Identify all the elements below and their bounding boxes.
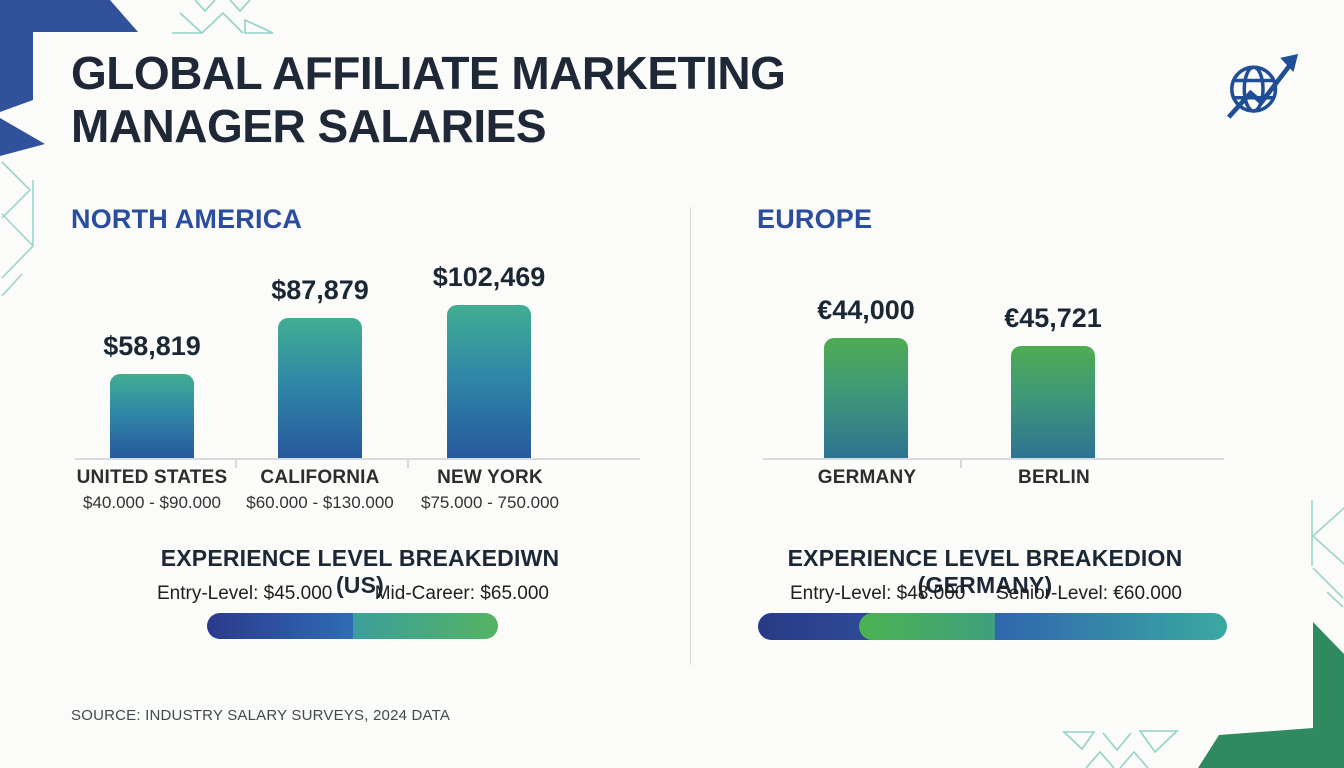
chevron-decoration-right (1311, 500, 1344, 608)
experience-labels-germany: Entry-Level: $48.000 Senior-Level: €60.0… (790, 583, 1182, 605)
page-title-line1: GLOBAL AFFILIATE MARKETING (71, 47, 786, 99)
section-divider (690, 207, 691, 665)
globe-trend-icon (1226, 54, 1299, 119)
triangle-zigzag-decoration-bottom (1061, 730, 1179, 768)
bar-value-label: €45,721 (1004, 303, 1102, 333)
bar-column-berlin: €45,721 (968, 303, 1138, 458)
gradient-segment (983, 613, 1227, 640)
bar-value-label: $58,819 (103, 331, 201, 361)
experience-labels-us: Entry-Level: $45.000 Mid-Career: $65.000 (157, 583, 549, 605)
gradient-segment (207, 613, 354, 639)
category-range: $40.000 - $90.000 (82, 493, 221, 512)
triangle-zigzag-decoration-top (172, 0, 274, 35)
europe-bar-chart: €44,000 €45,721 (763, 239, 1224, 468)
experience-entry-level-germany: Entry-Level: $48.000 (790, 583, 966, 604)
experience-gradient-bar-us (207, 613, 498, 639)
experience-heading-us: EXPERIENCE LEVEL BREAKEDIWN (US) (160, 545, 560, 598)
section-heading-north-america: NORTH AMERICA (71, 204, 303, 234)
section-heading-europe: EUROPE (757, 204, 873, 234)
gradient-segment (858, 613, 995, 640)
bar-column-germany: €44,000 (781, 295, 951, 458)
bar-germany (824, 338, 908, 458)
north-america-bar-chart: $58,819 $87,879 $102,469 (75, 239, 640, 468)
gradient-segment (352, 613, 498, 639)
chart-baseline (75, 458, 640, 460)
category-label: NEW YORK (437, 467, 543, 488)
category-label: CALIFORNIA (260, 467, 380, 488)
bar-column-new-york: $102,469 (404, 262, 574, 458)
category-california: CALIFORNIA $60.000 - $130.000 (230, 467, 410, 513)
category-label: UNITED STATES (76, 467, 228, 488)
category-label: BERLIN (1018, 467, 1090, 488)
category-new-york: NEW YORK $75.000 - 750.000 (400, 467, 580, 513)
bar-value-label: $87,879 (271, 275, 369, 305)
experience-gradient-bar-germany (758, 613, 1227, 640)
axis-tick (235, 460, 237, 468)
page-title: GLOBAL AFFILIATE MARKETING MANAGER SALAR… (71, 47, 786, 154)
bar-california (278, 318, 362, 458)
page-title-line2: MANAGER SALARIES (71, 100, 547, 153)
experience-senior-level-germany: Senior-Level: €60.000 (996, 583, 1182, 604)
category-range: $75.000 - 750.000 (420, 493, 559, 512)
chart-baseline (763, 458, 1224, 460)
category-label: GERMANY (817, 467, 917, 488)
bar-column-california: $87,879 (235, 275, 405, 458)
axis-tick (407, 460, 409, 468)
axis-tick (960, 460, 962, 468)
source-note: SOURCE: INDUSTRY SALARY SURVEYS, 2024 DA… (71, 707, 451, 724)
category-united-states: UNITED STATES $40.000 - $90.000 (62, 467, 242, 513)
bar-column-united-states: $58,819 (67, 331, 237, 458)
bar-value-label: $102,469 (432, 262, 546, 292)
bar-new-york (447, 305, 531, 458)
bar-value-label: €44,000 (817, 295, 915, 325)
experience-heading-germany: EXPERIENCE LEVEL BREAKEDION (GERMANY) (787, 545, 1183, 598)
experience-mid-career-us: Mid-Career: $65.000 (374, 583, 549, 604)
category-range: $60.000 - $130.000 (246, 493, 394, 512)
category-berlin: BERLIN (964, 467, 1144, 489)
experience-entry-level-us: Entry-Level: $45.000 (157, 583, 333, 604)
chevron-decoration-left (1, 161, 35, 297)
category-germany: GERMANY (777, 467, 957, 489)
corner-shape-bottom-right (1198, 622, 1344, 768)
bar-united-states (110, 374, 194, 458)
bar-berlin (1011, 346, 1095, 458)
